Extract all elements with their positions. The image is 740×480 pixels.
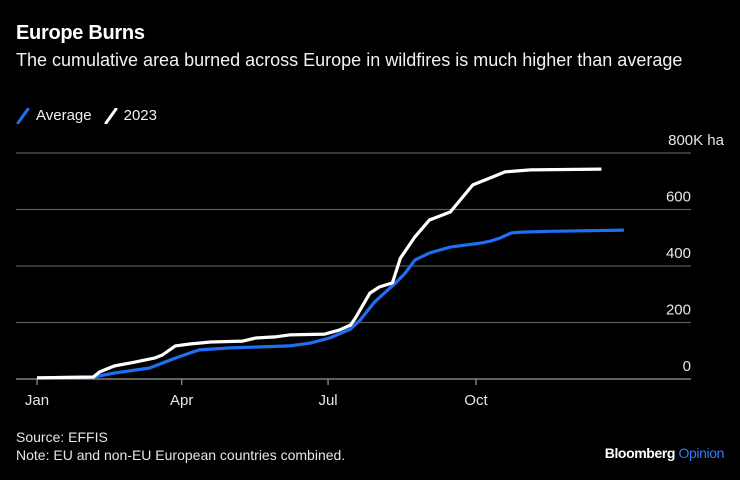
y-tick-label: 400 <box>666 245 691 262</box>
grid-lines <box>16 152 691 380</box>
brand-logo: Bloomberg Opinion <box>604 445 725 461</box>
y-tick-label: 600 <box>666 189 691 206</box>
x-tick-label: Apr <box>170 392 193 409</box>
y-axis-labels: 0 200 400 600 800K ha <box>666 132 725 375</box>
y-tick-label: 800K ha <box>668 132 725 149</box>
y-tick-label: 0 <box>683 358 691 375</box>
chart-subtitle: The cumulative area burned across Europe… <box>16 50 683 70</box>
legend: Average 2023 <box>16 107 169 124</box>
brand-accent: Opinion <box>678 445 725 461</box>
legend-label-average: Average <box>36 107 92 124</box>
legend-label-2023: 2023 <box>123 107 157 124</box>
brand-name: Bloomberg <box>604 445 676 461</box>
footer: Source: EFFIS Note: EU and non-EU Europe… <box>16 428 345 464</box>
legend-item-2023: 2023 <box>104 107 157 124</box>
series-lines <box>36 167 624 380</box>
x-tick-label: Jul <box>318 392 337 409</box>
slash-line-icon <box>16 107 30 124</box>
y-tick-label: 200 <box>666 302 691 319</box>
legend-item-average: Average <box>16 107 92 124</box>
x-tick-label: Jan <box>25 392 49 409</box>
x-tick-label: Oct <box>464 392 488 409</box>
series-line-average <box>36 228 624 380</box>
series-line-2023 <box>36 167 602 380</box>
source-note: Source: EFFIS <box>16 429 108 445</box>
methodology-note: Note: EU and non-EU European countries c… <box>16 447 346 463</box>
chart-title: Europe Burns <box>16 22 145 44</box>
x-axis: Jan Apr Jul Oct <box>25 379 488 409</box>
slash-line-icon <box>104 107 118 124</box>
